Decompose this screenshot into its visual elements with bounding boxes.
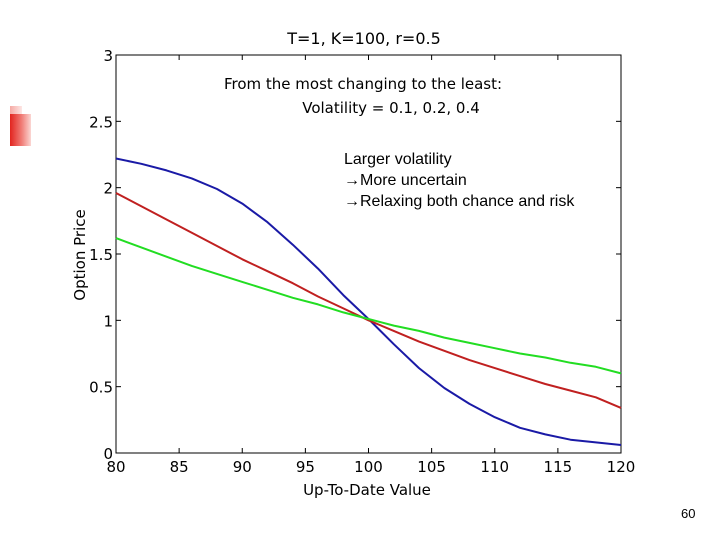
series-line-2 — [115, 192, 622, 409]
right-arrow-icon: → — [344, 193, 360, 210]
x-tick-label: 120 — [607, 458, 636, 476]
x-axis-label: Up-To-Date Value — [303, 481, 431, 499]
annotation-line-1: From the most changing to the least: — [224, 75, 502, 93]
y-tick-label: 3 — [103, 47, 113, 65]
right-arrow-icon: → — [344, 172, 360, 189]
x-tick-label: 115 — [544, 458, 573, 476]
x-tick-label: 85 — [170, 458, 189, 476]
x-tick-label: 100 — [354, 458, 383, 476]
x-tick-label: 110 — [480, 458, 509, 476]
chart-title: T=1, K=100, r=0.5 — [286, 29, 441, 48]
axis-ticks: 80 85 90 95 100 105 110 115 120 0 0.5 1 1.5 2 2.5 3 — [89, 47, 635, 476]
y-tick-label: 2.5 — [89, 113, 113, 131]
page-number: 60 — [681, 506, 696, 521]
series-line-3 — [115, 237, 622, 375]
x-tick-label: 80 — [106, 458, 125, 476]
decorative-accent — [10, 106, 22, 114]
x-tick-label: 90 — [233, 458, 252, 476]
decorative-accent-bar — [10, 114, 31, 146]
callout-line-3: →Relaxing both chance and risk — [344, 193, 575, 210]
y-tick-label: 1.5 — [89, 246, 113, 264]
y-tick-label: 0 — [103, 445, 113, 463]
annotation-line-2: Volatility = 0.1, 0.2, 0.4 — [302, 99, 480, 117]
x-tick-label: 95 — [296, 458, 315, 476]
volatility-callout: Larger volatility →More uncertain →Relax… — [344, 149, 574, 212]
y-tick-label: 2 — [103, 180, 113, 198]
callout-line-2: →More uncertain — [344, 172, 467, 189]
y-tick-label: 0.5 — [89, 379, 113, 397]
callout-line-1: Larger volatility — [344, 151, 452, 168]
y-axis-label: Option Price — [71, 209, 89, 300]
x-tick-label: 105 — [417, 458, 446, 476]
series-lines — [115, 157, 622, 446]
y-tick-label: 1 — [103, 312, 113, 330]
